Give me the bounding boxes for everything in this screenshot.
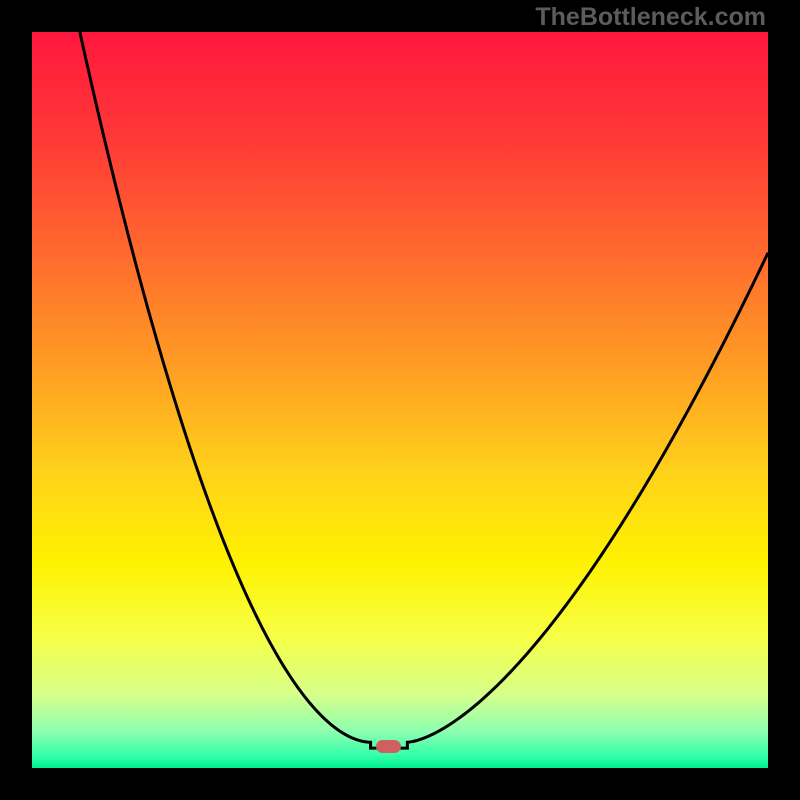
watermark-text: TheBottleneck.com xyxy=(535,3,766,32)
plot-svg xyxy=(32,32,768,768)
frame-border-right xyxy=(768,0,800,800)
frame-border-left xyxy=(0,0,32,800)
gradient-background xyxy=(32,32,768,768)
frame-border-bottom xyxy=(0,768,800,800)
bottleneck-marker xyxy=(376,740,401,753)
plot-area xyxy=(32,32,768,768)
chart-frame: TheBottleneck.com xyxy=(0,0,800,800)
